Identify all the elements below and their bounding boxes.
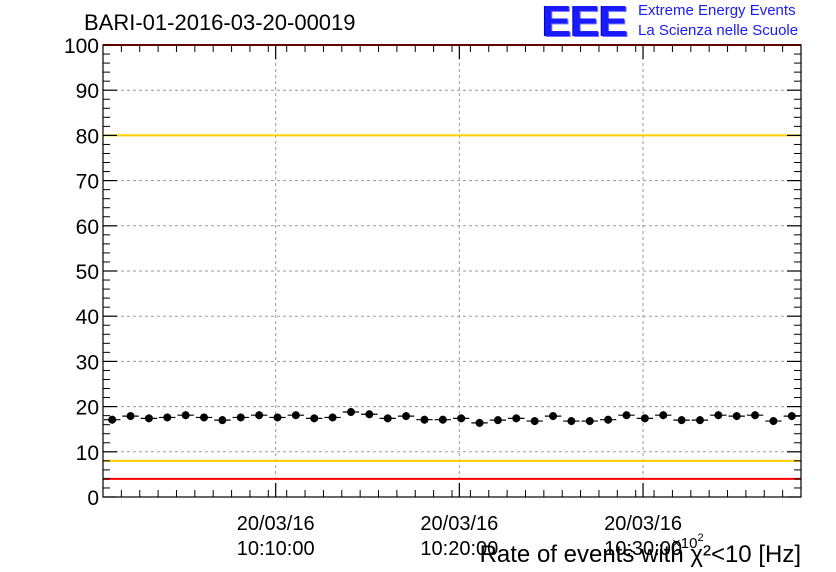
data-point	[751, 411, 760, 420]
x-tick-time: 10:20:00	[420, 538, 498, 560]
x-tick-time: 10:30:00	[604, 538, 682, 560]
y-tick-label: 40	[76, 306, 99, 329]
y-tick-label: 90	[76, 80, 99, 103]
data-point	[200, 413, 209, 422]
eee-logo: EEE Extreme Energy Events La Scienza nel…	[542, 0, 834, 46]
data-point	[291, 411, 300, 420]
x-tick-labels: 20/03/16 10:10:00 20/03/16 10:20:00 20/03/16…	[237, 513, 682, 560]
data-point	[659, 411, 668, 420]
data-point	[328, 413, 337, 422]
data-point	[769, 417, 778, 426]
chart-title: BARI-01-2016-03-20-00019	[84, 10, 356, 35]
data-point	[640, 414, 649, 423]
data-point	[604, 415, 613, 424]
reference-lines	[103, 44, 801, 480]
data-point	[714, 411, 723, 420]
y-tick-label: 100	[64, 35, 99, 58]
y-tick-label: 50	[76, 261, 99, 284]
data-point	[549, 412, 558, 421]
x-axis-label: Rate of events with χ²<10 [Hz]	[480, 541, 801, 568]
data-point	[181, 411, 190, 420]
data-point	[695, 416, 704, 425]
data-point	[346, 408, 355, 417]
data-point	[567, 417, 576, 426]
data-point	[108, 415, 117, 424]
data-point	[787, 412, 796, 421]
y-tick-label: 60	[76, 216, 99, 239]
data-point	[255, 411, 264, 420]
y-tick-label: 10	[76, 442, 99, 465]
y-tick-label: 20	[76, 397, 99, 420]
data-point	[438, 415, 447, 424]
x-tick-time: 10:10:00	[237, 538, 315, 560]
data-point	[530, 417, 539, 426]
data-point	[383, 414, 392, 423]
logo-tagline-1: Extreme Energy Events	[638, 2, 796, 19]
data-point	[420, 415, 429, 424]
data-point	[236, 413, 245, 422]
data-point	[512, 414, 521, 423]
y-tick-labels: 0 10 20 30 40 50 60 70 80 90 100	[64, 35, 99, 510]
data-point	[677, 416, 686, 425]
data-point	[310, 414, 319, 423]
y-tick-label: 80	[76, 125, 99, 148]
data-point	[273, 413, 282, 422]
data-point	[622, 411, 631, 420]
y-tick-label: 70	[76, 171, 99, 194]
data-point	[218, 416, 227, 425]
x-tick-date: 20/03/16	[420, 513, 498, 535]
x-tick-date: 20/03/16	[237, 513, 315, 535]
data-point	[163, 413, 172, 422]
data-point	[493, 416, 502, 425]
data-point	[732, 412, 741, 421]
data-point	[144, 414, 153, 423]
data-points	[104, 408, 800, 427]
data-point	[475, 418, 484, 427]
grid-lines	[103, 45, 801, 497]
data-point	[457, 414, 466, 423]
x-axis-multiplier: ×102	[672, 532, 704, 552]
data-point	[585, 417, 594, 426]
y-tick-label: 30	[76, 351, 99, 374]
axis-ticks	[102, 44, 802, 498]
logo-tagline-2: La Scienza nelle Scuole	[638, 22, 799, 39]
data-point	[402, 412, 411, 421]
data-point	[126, 412, 135, 421]
eee-logo-mark: EEE	[542, 0, 628, 46]
data-point	[365, 410, 374, 419]
x-tick-date: 20/03/16	[604, 513, 682, 535]
y-tick-label: 0	[87, 487, 99, 510]
